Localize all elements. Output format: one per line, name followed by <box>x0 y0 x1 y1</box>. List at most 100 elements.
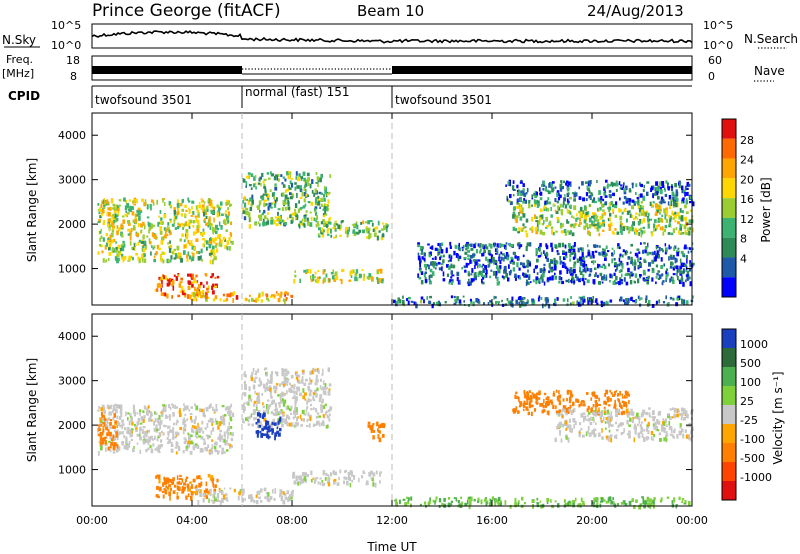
scatter-point <box>141 257 144 263</box>
scatter-point <box>543 263 546 266</box>
scatter-point <box>599 216 602 221</box>
scatter-point <box>316 176 319 181</box>
scatter-point <box>509 302 512 305</box>
scatter-point <box>159 424 161 430</box>
scatter-point <box>430 275 433 278</box>
scatter-point <box>311 179 314 184</box>
scatter-point <box>518 212 520 216</box>
scatter-point <box>541 409 544 414</box>
scatter-point <box>461 266 464 270</box>
scatter-point <box>113 219 116 224</box>
scatter-point <box>321 373 324 376</box>
scatter-point <box>601 411 604 414</box>
scatter-point <box>687 250 690 254</box>
scatter-point <box>225 222 227 226</box>
scatter-point <box>439 498 441 503</box>
scatter-point <box>245 185 247 188</box>
scatter-point <box>195 431 199 436</box>
scatter-point <box>587 227 589 230</box>
scatter-point <box>140 241 144 244</box>
scatter-point <box>623 182 625 186</box>
scatter-point <box>171 481 174 486</box>
scatter-point <box>320 378 322 382</box>
y-tick-label: 2000 <box>58 419 86 432</box>
scatter-point <box>320 221 324 225</box>
scatter-point <box>553 263 556 269</box>
scatter-point <box>587 297 589 301</box>
scatter-point <box>160 292 164 296</box>
scatter-point <box>520 190 523 196</box>
scatter-point <box>598 411 601 415</box>
scatter-point <box>605 274 608 279</box>
scatter-point <box>670 198 673 201</box>
scatter-point <box>684 429 687 433</box>
scatter-point <box>651 267 654 271</box>
scatter-point <box>546 279 550 283</box>
scatter-point <box>578 196 582 200</box>
scatter-point <box>288 185 290 189</box>
y-tick-label: 2000 <box>58 218 86 231</box>
scatter-point <box>448 497 451 500</box>
scatter-point <box>220 225 223 230</box>
scatter-point <box>115 204 117 209</box>
scatter-point <box>182 407 185 412</box>
scatter-point <box>465 247 468 251</box>
scatter-point <box>112 417 115 421</box>
scatter-point <box>316 278 319 284</box>
scatter-point <box>171 223 175 227</box>
scatter-point <box>312 395 315 401</box>
scatter-point <box>203 201 206 204</box>
scatter-point <box>176 475 179 481</box>
scatter-point <box>435 267 437 270</box>
scatter-point <box>172 436 175 440</box>
scatter-point <box>107 417 111 421</box>
scatter-point <box>664 418 667 424</box>
scatter-point <box>421 256 424 260</box>
scatter-point <box>274 432 278 437</box>
scatter-point <box>550 181 554 187</box>
scatter-point <box>490 269 493 272</box>
scatter-point <box>653 434 656 438</box>
scatter-point <box>674 219 677 223</box>
scatter-point <box>309 222 313 227</box>
scatter-point <box>116 214 119 218</box>
scatter-point <box>576 213 578 217</box>
scatter-point <box>142 253 146 257</box>
scatter-point <box>498 253 501 259</box>
scatter-point <box>270 202 274 205</box>
nave-tick-bottom: 0 <box>708 70 715 83</box>
scatter-point <box>324 477 327 481</box>
scatter-point <box>639 431 643 434</box>
scatter-point <box>588 195 592 199</box>
scatter-point <box>346 480 349 486</box>
scatter-point <box>255 404 258 409</box>
scatter-point <box>367 220 371 225</box>
scatter-point <box>171 251 174 255</box>
scatter-point <box>191 245 194 250</box>
colorbar-tick-label: 25 <box>740 395 754 408</box>
scatter-point <box>161 276 165 280</box>
scatter-point <box>304 183 308 187</box>
scatter-point <box>625 281 629 286</box>
scatter-point <box>673 497 676 502</box>
scatter-point <box>219 201 223 206</box>
scatter-point <box>299 196 303 199</box>
scatter-point <box>598 190 601 195</box>
scatter-point <box>561 423 565 428</box>
scatter-point <box>177 294 181 298</box>
scatter-point <box>114 256 118 261</box>
scatter-point <box>482 263 485 266</box>
scatter-point <box>543 268 546 272</box>
scatter-point <box>447 502 451 508</box>
scatter-point <box>688 247 692 250</box>
scatter-point <box>554 186 557 189</box>
scatter-point <box>164 404 167 408</box>
scatter-point <box>183 292 186 296</box>
scatter-point <box>524 230 527 233</box>
scatter-point <box>154 448 158 451</box>
scatter-point <box>179 256 182 260</box>
scatter-point <box>150 419 153 422</box>
scatter-point <box>282 385 286 388</box>
scatter-point <box>319 394 323 399</box>
scatter-point <box>587 249 590 254</box>
